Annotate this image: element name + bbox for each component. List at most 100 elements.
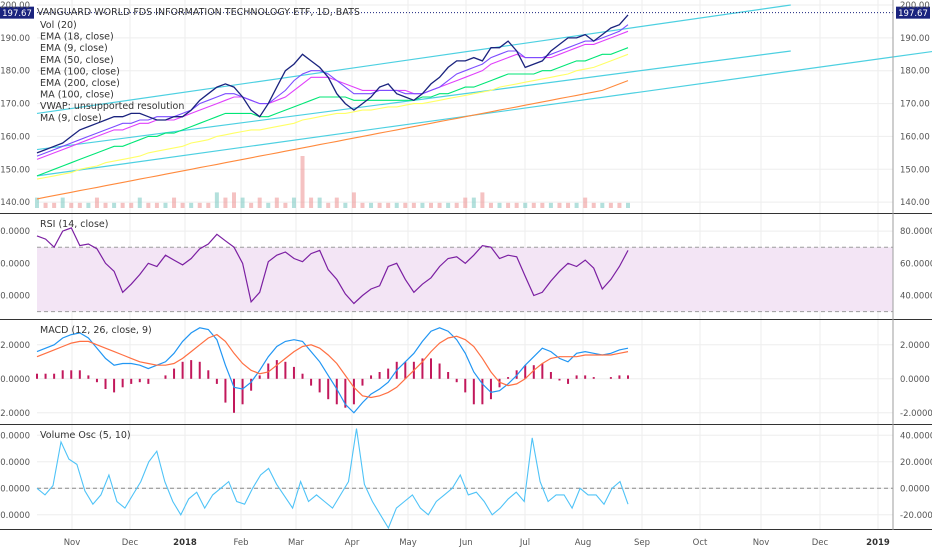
legend-entry: Vol (20) <box>40 20 77 31</box>
volume-bar <box>343 202 348 208</box>
volume-bar <box>429 202 433 208</box>
volume-bar <box>548 202 553 208</box>
y-tick-label-right: 80.0000 <box>900 227 932 237</box>
volume-bar <box>497 202 502 208</box>
volume-bar <box>617 202 622 208</box>
volume-bar <box>480 192 485 208</box>
volume-bar <box>600 202 605 208</box>
volume-bar <box>471 197 476 208</box>
volume-bar <box>514 202 519 208</box>
volume-bar <box>283 202 288 208</box>
last-price-badge-left <box>0 6 34 19</box>
y-tick-label-right: 40.0000 <box>900 431 932 441</box>
volume-bar <box>591 202 596 208</box>
volume-bar <box>583 197 588 208</box>
volume-bar <box>557 202 562 208</box>
y-tick-label-right: -2.0000 <box>900 409 932 419</box>
volume-bar <box>129 202 134 208</box>
volume-bar <box>52 202 57 208</box>
rsi-line <box>36 227 629 305</box>
volume-bar <box>394 202 399 208</box>
y-tick-label-left: 140.00 <box>0 198 30 208</box>
y-tick-label-left: 40.0000 <box>0 291 30 301</box>
price-series-line <box>36 24 629 157</box>
volume-bar <box>60 197 65 208</box>
y-tick-label-right: 200.00 <box>900 1 930 11</box>
volume-bar <box>326 202 331 208</box>
volume-bar <box>566 202 571 208</box>
x-axis-label: 2018 <box>173 538 197 548</box>
last-price-badge-right <box>896 6 930 19</box>
volume-bar <box>369 202 374 208</box>
volume-bar <box>257 197 262 208</box>
volume-bar <box>214 192 219 208</box>
y-tick-label-right: 2.0000 <box>900 341 930 351</box>
y-tick-label-left: 200.00 <box>0 1 30 11</box>
y-tick-label-left: 80.0000 <box>0 227 30 237</box>
trend-channel-line <box>36 50 932 177</box>
price-pane: 197.67 197.67 <box>0 4 932 208</box>
y-tick-label-left: 160.00 <box>0 132 30 142</box>
macd-series-line <box>36 333 629 399</box>
volume-bar <box>291 197 296 208</box>
y-tick-label-right: 40.0000 <box>900 291 932 301</box>
volume-bar <box>86 202 91 208</box>
volume-bar <box>223 197 228 208</box>
volume-bar <box>446 202 451 208</box>
y-tick-label-left: -20.0000 <box>0 511 30 521</box>
price-series-line <box>36 47 629 177</box>
x-axis-label: Aug <box>575 538 592 548</box>
volume-bar <box>309 197 314 208</box>
volume-bar <box>317 197 322 208</box>
pane-separators <box>0 0 932 530</box>
volume-bar <box>77 202 82 208</box>
volume-bar <box>137 197 142 208</box>
x-axis-label: Jun <box>458 538 472 548</box>
x-axis-label: Feb <box>233 538 248 548</box>
legend-entry: MA (100, close) <box>40 90 114 101</box>
volume-bar <box>300 156 305 208</box>
y-tick-label-right: 60.0000 <box>900 259 932 269</box>
x-axis-label: Apr <box>345 538 360 548</box>
rsi-pane: RSI (14, close) <box>36 219 893 313</box>
x-axis-label: Dec <box>122 538 139 548</box>
y-tick-label-right: 0.0000 <box>900 375 930 385</box>
y-tick-label-left: 150.00 <box>0 165 30 175</box>
volume-bar <box>488 202 493 208</box>
volume-bar <box>463 197 468 208</box>
legend-entry: MA (9, close) <box>40 113 102 124</box>
y-tick-label-right: 170.00 <box>900 100 930 110</box>
x-axis-label: Nov <box>64 538 81 548</box>
volume-bar <box>523 202 528 208</box>
volume-osc-line <box>36 428 629 530</box>
y-tick-label-left: 180.00 <box>0 67 30 77</box>
volume-bar <box>626 202 630 208</box>
x-axis-label: Mar <box>288 538 305 548</box>
volume-bar <box>608 202 613 208</box>
y-tick-label-left: 0.0000 <box>0 375 30 385</box>
volume-bar <box>197 202 202 208</box>
volume-bar <box>120 202 125 208</box>
volume-bar <box>360 202 365 208</box>
y-tick-label-left: -2.0000 <box>0 409 30 419</box>
volume-bar <box>249 202 254 208</box>
volume-bar <box>146 202 151 208</box>
volume-bar <box>232 192 236 208</box>
volume-bar <box>266 202 271 208</box>
x-axis-label: Oct <box>693 538 708 548</box>
last-price-label-left: 197.67 <box>2 9 32 19</box>
volume-bar <box>180 202 185 208</box>
legend-entry: EMA (18, close) <box>40 32 114 43</box>
volume-bar <box>334 197 339 208</box>
y-tick-label-right: 160.00 <box>900 132 930 142</box>
x-axis-label: Dec <box>812 538 829 548</box>
volume-bar <box>454 202 459 208</box>
volume-bar <box>274 197 279 208</box>
y-tick-label-left: 40.0000 <box>0 431 30 441</box>
volume-bar <box>103 202 108 208</box>
legend-entry: EMA (9, close) <box>40 43 108 54</box>
volume-bar <box>69 202 74 208</box>
